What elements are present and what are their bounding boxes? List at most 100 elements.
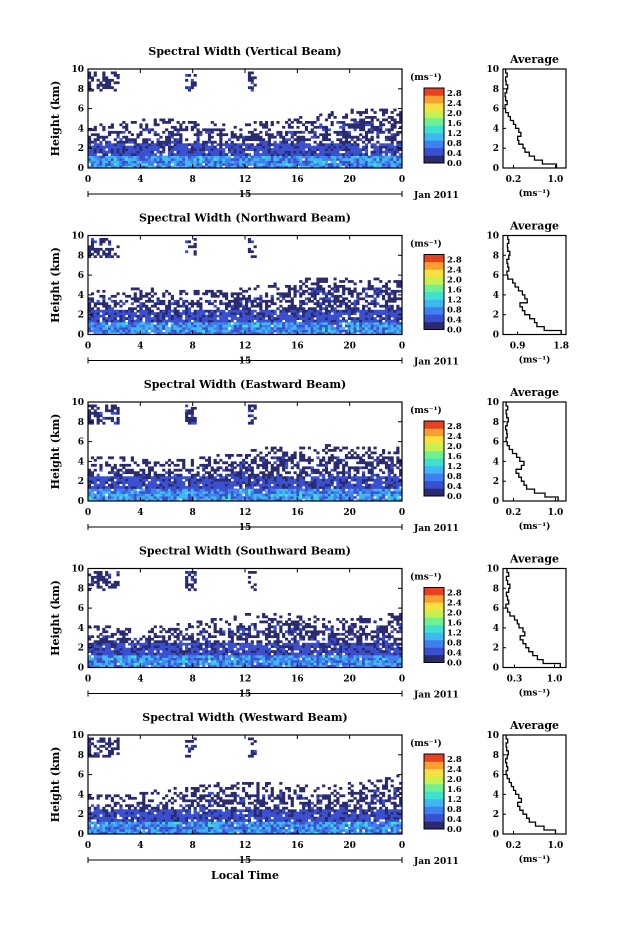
colorbar-segment: [424, 428, 444, 437]
colorbar-segment: [424, 277, 444, 285]
colorbar-tick-label: 1.6: [447, 286, 462, 296]
profile-line: [504, 69, 558, 168]
colorbar: 2.82.42.01.61.20.80.40.0: [423, 254, 462, 336]
colorbar-segment: [424, 110, 444, 119]
y-tick-label: 2: [78, 477, 84, 487]
y-tick-label: 2: [78, 144, 84, 154]
y-tick-label: 8: [78, 251, 84, 261]
profile-x-tick-label: 0.9: [510, 342, 526, 352]
colorbar-tick-label: 2.0: [447, 609, 462, 619]
colorbar-segment: [424, 587, 444, 596]
heatmap-cells: [88, 737, 403, 835]
profile-x-tick-label: 0.2: [506, 175, 522, 185]
colorbar-unit: (ms⁻¹): [410, 239, 442, 250]
colorbar-tick-label: 0.0: [447, 159, 462, 169]
y-tick-label: 0: [78, 497, 84, 507]
x-tick-label: 20: [343, 175, 356, 185]
colorbar-segment: [424, 88, 444, 96]
y-axis-label: Height (km): [49, 414, 62, 490]
x-tick-label: 4: [137, 675, 143, 685]
colorbar-tick-label: 0.0: [447, 659, 462, 669]
panel-title: Spectral Width (Northward Beam): [139, 212, 351, 225]
profile-title: Average: [509, 719, 559, 732]
profile-frame: [502, 734, 567, 835]
date-label: Jan 2011: [413, 358, 459, 368]
colorbar-segment: [424, 466, 444, 474]
profile-y-tick-label: 6: [493, 271, 499, 281]
profile-y-tick-label: 4: [493, 790, 499, 800]
profile-line: [504, 735, 557, 834]
x-tick-label: 16: [291, 342, 304, 352]
x-tick-label: 12: [239, 508, 252, 518]
colorbar-segment: [424, 488, 444, 497]
y-tick-label: 2: [78, 810, 84, 820]
profile-y-tick-label: 4: [493, 124, 499, 134]
colorbar-segment: [424, 791, 444, 800]
profile-y-tick-label: 8: [493, 251, 499, 261]
x-tick-label: 16: [291, 675, 304, 685]
y-tick-label: 8: [78, 584, 84, 594]
colorbar-tick-label: 1.6: [447, 619, 462, 629]
profile-y-tick-label: 0: [493, 164, 499, 174]
y-tick-label: 6: [78, 271, 84, 281]
colorbar: 2.82.42.01.61.20.80.40.0: [423, 87, 462, 169]
profile-x-tick-label: 1.0: [548, 175, 564, 185]
profile-x-label: (ms⁻¹): [519, 521, 551, 532]
colorbar-segment: [424, 284, 444, 293]
colorbar-segment: [424, 806, 444, 815]
profile-y-tick-label: 4: [493, 624, 499, 634]
y-tick-label: 2: [78, 644, 84, 654]
colorbar-tick-label: 0.4: [447, 316, 462, 326]
colorbar-segment: [424, 632, 444, 641]
colorbar-tick-label: 1.2: [447, 296, 462, 306]
profile-x-tick-label: 0.3: [507, 675, 523, 685]
colorbar-tick-label: 0.0: [447, 825, 462, 835]
y-tick-label: 8: [78, 85, 84, 95]
colorbar-segment: [424, 254, 444, 263]
colorbar-tick-label: 1.2: [447, 129, 462, 139]
colorbar-segment: [424, 640, 444, 648]
x-tick-label: 4: [137, 175, 143, 185]
colorbar-segment: [424, 443, 444, 452]
colorbar-tick-label: 0.8: [447, 805, 462, 815]
profile-y-tick-label: 8: [493, 418, 499, 428]
profile-line: [506, 235, 562, 335]
y-tick-label: 4: [78, 457, 84, 467]
profile-y-tick-label: 10: [486, 65, 499, 75]
x-tick-label: 16: [291, 841, 304, 851]
panel-title: Spectral Width (Eastward Beam): [144, 378, 346, 391]
colorbar-segment: [424, 655, 444, 663]
colorbar-segment: [424, 436, 444, 444]
date-label: Jan 2011: [413, 524, 459, 534]
profile-title: Average: [509, 553, 559, 566]
colorbar-tick-label: 2.4: [447, 599, 462, 609]
profile-x-label: (ms⁻¹): [519, 188, 551, 199]
colorbar: 2.82.42.01.61.20.80.40.0: [423, 753, 462, 835]
colorbar-segment: [424, 625, 444, 633]
x-tick-label: 0: [85, 508, 91, 518]
colorbar-tick-label: 1.2: [447, 462, 462, 472]
colorbar-segment: [424, 799, 444, 807]
profile-frame: [502, 567, 567, 669]
y-tick-label: 0: [78, 164, 84, 174]
colorbar: 2.82.42.01.61.20.80.40.0: [423, 420, 462, 502]
profile-y-tick-label: 2: [493, 311, 499, 321]
colorbar-tick-label: 1.6: [447, 785, 462, 795]
colorbar-tick-label: 2.0: [447, 775, 462, 785]
heatmap-cells: [88, 404, 403, 502]
day-label: 15: [239, 357, 252, 367]
day-label: 15: [239, 690, 252, 700]
colorbar-segment: [424, 125, 444, 134]
colorbar-tick-label: 0.8: [447, 639, 462, 649]
profile-y-tick-label: 0: [493, 331, 499, 341]
profile-title: Average: [509, 53, 559, 66]
colorbar-unit: (ms⁻¹): [410, 405, 442, 416]
panel-westward: Spectral Width (Westward Beam) 0 2 4 6 8 10 0 4 8…: [49, 711, 567, 867]
y-tick-label: 6: [78, 438, 84, 448]
profile-y-tick-label: 4: [493, 457, 499, 467]
x-tick-label: 0: [85, 675, 91, 685]
y-tick-label: 10: [71, 565, 84, 575]
profile-y-tick-label: 2: [493, 144, 499, 154]
colorbar-tick-label: 0.8: [447, 472, 462, 482]
profile-frame: [502, 234, 567, 336]
